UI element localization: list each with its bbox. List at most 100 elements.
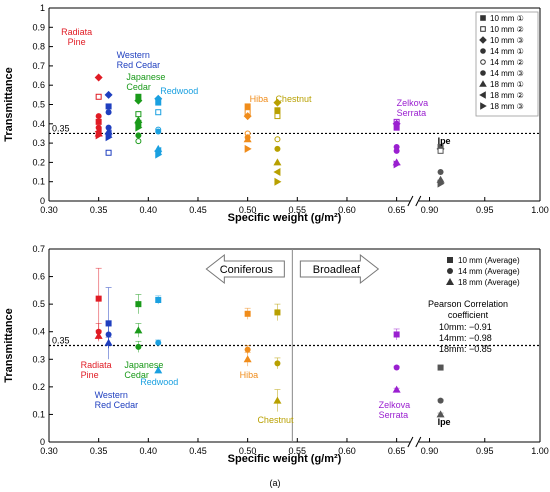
- y-tick-label: 0.3: [32, 138, 45, 148]
- legend-label: 14 mm (Average): [458, 267, 520, 276]
- data-point: [393, 364, 400, 371]
- legend: 10 mm (Average) 14 mm (Average) 18 mm (Ave…: [446, 256, 520, 287]
- legend-label: 18 mm ②: [490, 91, 524, 100]
- legend-marker: [479, 91, 486, 99]
- y-axis-label: Transmittance: [3, 308, 15, 383]
- data-point: [274, 136, 281, 143]
- x-tick-label: 0.35: [90, 205, 108, 215]
- species-label: Hiba: [240, 370, 259, 380]
- x-tick-label: 0.65: [388, 446, 406, 456]
- data-point: [437, 179, 445, 188]
- data-point: [105, 109, 112, 116]
- x-tick-label: 0.45: [189, 205, 207, 215]
- data-point: [392, 385, 401, 393]
- broadleaf-label: Broadleaf: [313, 264, 361, 276]
- data-point: [244, 346, 251, 353]
- y-tick-label: 0.1: [32, 177, 45, 187]
- data-point: [135, 301, 142, 308]
- species-label: Japanese Cedar: [126, 72, 165, 92]
- legend-box: [475, 11, 539, 117]
- data-point: [105, 103, 112, 110]
- data-point: [244, 144, 252, 153]
- y-tick-label: 0.7: [32, 244, 45, 254]
- data-point: [393, 160, 401, 169]
- category-arrows: Coniferous Broadleaf: [205, 253, 380, 285]
- data-point: [273, 158, 282, 166]
- x-tick-label: 0.60: [338, 205, 356, 215]
- legend-label: 18 mm (Average): [458, 278, 520, 287]
- legend-marker: [480, 59, 486, 65]
- data-point: [105, 331, 112, 338]
- legend-marker: [479, 80, 487, 87]
- data-point: [393, 124, 400, 131]
- axis-break-mark: [415, 436, 422, 448]
- data-point: [135, 132, 142, 139]
- data-point: [134, 119, 142, 128]
- species-label: Japanese Cedar: [124, 360, 163, 380]
- data-point: [393, 147, 400, 154]
- legend-marker: [446, 278, 454, 285]
- legend-label: 14 mm ②: [490, 58, 524, 67]
- chart-panel-1: 0.30 0.35 0.40 0.45 0.50 0.55 0.60 0.65 0.90 0.95…: [3, 3, 549, 224]
- species-label: Ipe: [438, 136, 451, 146]
- x-tick-label: 0.50: [239, 446, 257, 456]
- species-label: Western Red Cedar: [117, 50, 161, 70]
- data-point: [155, 297, 162, 304]
- x-tick-label: 0.55: [289, 446, 307, 456]
- y-tick-label: 0.4: [32, 327, 45, 337]
- x-tick-label: 0.35: [90, 446, 108, 456]
- data-point: [273, 98, 282, 107]
- x-tick-label: 0.65: [388, 205, 406, 215]
- legend-label: 10 mm ②: [490, 25, 524, 34]
- data-point: [274, 360, 281, 367]
- x-tick-label: 0.60: [338, 446, 356, 456]
- legend-label: 18 mm ①: [490, 80, 524, 89]
- data-point: [437, 169, 444, 176]
- x-tick-label: 1.00: [531, 446, 549, 456]
- legend-marker: [447, 268, 453, 274]
- data-point: [135, 111, 142, 118]
- legend-label: 10 mm (Average): [458, 256, 520, 265]
- y-tick-label: 0: [40, 437, 45, 447]
- x-tick-label: 0.45: [189, 446, 207, 456]
- species-label: Zelkova Serrata: [379, 400, 411, 420]
- species-label: Zelkova Serrata: [397, 98, 429, 118]
- correlation-value: 18mm: −0.85: [439, 344, 492, 354]
- legend-marker: [480, 70, 486, 76]
- x-tick-label: 0.95: [476, 446, 494, 456]
- species-label: Radiata Pine: [81, 360, 112, 380]
- data-points: [94, 73, 445, 188]
- species-label: Western Red Cedar: [95, 390, 139, 410]
- correlation-value: 14mm: −0.98: [439, 333, 492, 343]
- data-point: [437, 364, 444, 371]
- species-label: Chestnut: [275, 94, 312, 104]
- y-tick-label: 0.6: [32, 272, 45, 282]
- data-point: [155, 128, 162, 135]
- data-point: [154, 366, 163, 374]
- y-tick-label: 0.5: [32, 100, 45, 110]
- data-point: [155, 150, 163, 159]
- legend-marker: [480, 48, 486, 54]
- reference-line-label: 0.35: [52, 336, 70, 346]
- y-tick-label: 0.1: [32, 409, 45, 419]
- data-point: [437, 397, 444, 404]
- data-point: [274, 177, 282, 186]
- legend-label: 10 mm ①: [490, 14, 524, 23]
- data-point: [436, 410, 445, 418]
- data-point: [273, 396, 282, 404]
- data-point: [155, 339, 162, 346]
- species-label: Chestnut: [257, 415, 294, 425]
- y-tick-label: 0.2: [32, 157, 45, 167]
- x-tick-label: 0.40: [140, 205, 158, 215]
- legend-label: 10 mm ③: [490, 36, 524, 45]
- data-point: [105, 133, 113, 142]
- data-point: [104, 90, 113, 99]
- data-points: [94, 267, 445, 418]
- y-tick-label: 0.6: [32, 80, 45, 90]
- x-tick-label: 1.00: [531, 205, 549, 215]
- data-point: [104, 338, 113, 346]
- data-point: [95, 295, 102, 302]
- data-point: [94, 331, 103, 339]
- species-label: Ipe: [438, 417, 451, 427]
